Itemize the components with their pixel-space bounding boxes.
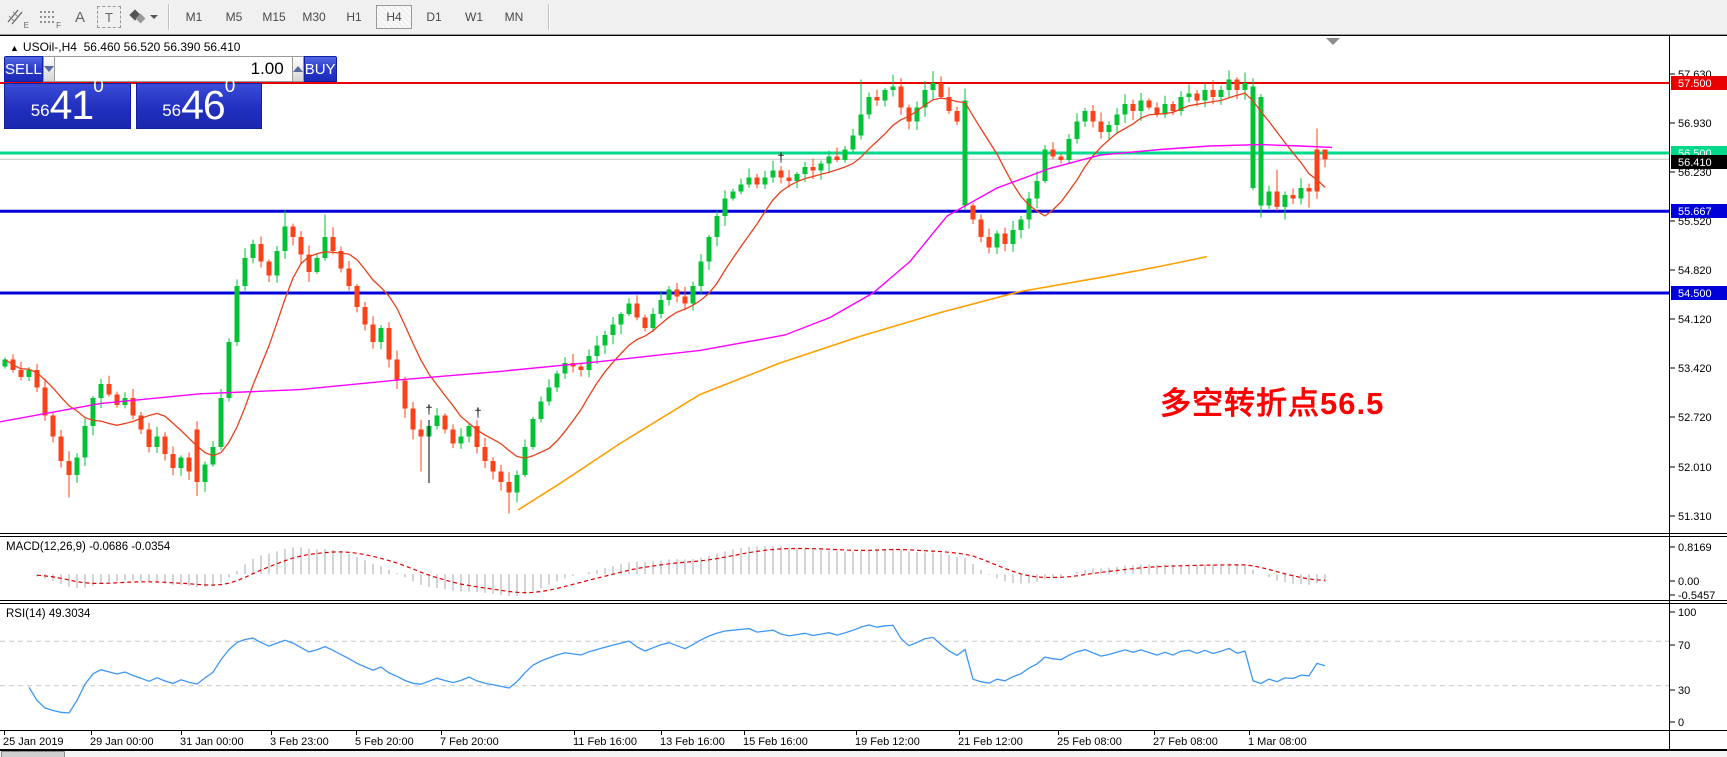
time-axis-label: 21 Feb 12:00 xyxy=(958,736,1023,748)
price-tick-label: 53.420 xyxy=(1678,363,1712,375)
volume-increase-button[interactable] xyxy=(291,56,304,82)
price-tick-label: 56.930 xyxy=(1678,118,1712,130)
tool-sub-label: F xyxy=(56,21,61,30)
volume-input[interactable] xyxy=(54,56,292,82)
time-axis-label: 25 Feb 08:00 xyxy=(1057,736,1122,748)
tool-sub-label: E xyxy=(23,21,29,30)
chart-text-annotation[interactable]: 多空转折点56.5 xyxy=(1160,386,1385,421)
text-box-icon[interactable]: T xyxy=(97,6,121,28)
collapse-triangle-icon[interactable]: ▲ xyxy=(10,43,19,53)
moving-averages xyxy=(0,92,1333,511)
time-axis-label: 7 Feb 20:00 xyxy=(440,736,499,748)
sell-price-main: 41 xyxy=(49,82,95,128)
time-axis-label: 15 Feb 16:00 xyxy=(743,736,808,748)
time-axis-label: 29 Jan 00:00 xyxy=(90,736,154,748)
time-axis-label: 3 Feb 23:00 xyxy=(270,736,329,748)
time-axis-label: 1 Mar 08:00 xyxy=(1248,736,1307,748)
price-tick-label: 52.010 xyxy=(1678,462,1712,474)
panel-borders xyxy=(0,35,1727,750)
chevron-down-icon xyxy=(43,66,54,72)
macd-panel xyxy=(36,546,1326,596)
candlestick-series xyxy=(2,70,1328,514)
timeframe-button-m15[interactable]: M15 xyxy=(262,10,286,24)
indicator-labels: MACD(12,26,9) -0.0686 -0.0354 RSI(14) 49.… xyxy=(6,541,171,620)
time-axis-label: 13 Feb 16:00 xyxy=(660,736,725,748)
price-tick-label: 52.720 xyxy=(1678,412,1712,424)
timeframe-button-mn[interactable]: MN xyxy=(504,10,524,24)
volume-decrease-button[interactable] xyxy=(42,56,55,82)
price-tick-label: 55.520 xyxy=(1678,216,1712,228)
timeframe-button-m30[interactable]: M30 xyxy=(302,10,326,24)
timeframe-button-h4[interactable]: H4 xyxy=(376,5,412,29)
rsi-panel xyxy=(0,624,1669,714)
svg-text:56.410: 56.410 xyxy=(1678,157,1712,169)
sell-price-pip: 0 xyxy=(93,76,104,97)
macd-axis-label: 0.8169 xyxy=(1678,542,1712,554)
buy-price-button[interactable]: 56 46 0 xyxy=(135,76,262,129)
timeframe-button-w1[interactable]: W1 xyxy=(465,10,483,24)
sell-price-prefix: 56 xyxy=(30,101,50,120)
price-tick-label: 51.310 xyxy=(1678,511,1712,523)
toolbar-separator xyxy=(168,4,170,30)
dagger-marker[interactable]: † xyxy=(777,150,784,165)
time-axis-label: 25 Jan 2019 xyxy=(3,736,64,748)
price-tick-label: 54.820 xyxy=(1678,265,1712,277)
time-axis-label: 31 Jan 00:00 xyxy=(180,736,244,748)
buy-price-prefix: 56 xyxy=(162,101,182,120)
top-toolbar: E F A T M1 M5 M15 M30 H1 H4 D1 W1 MN xyxy=(0,0,1727,35)
price-tick-label: 56.230 xyxy=(1678,167,1712,179)
shapes-dropdown-icon[interactable] xyxy=(123,4,163,30)
horizontal-scrollbar[interactable] xyxy=(0,750,1727,757)
dagger-marker[interactable]: † xyxy=(425,402,432,417)
sell-button[interactable]: SELL xyxy=(4,56,43,82)
symbol-ohlc-values: 56.460 56.520 56.390 56.410 xyxy=(83,40,241,54)
svg-text:54.500: 54.500 xyxy=(1678,288,1712,300)
indicator-axes: 0.8169 0.00 -0.5457 100 70 30 0 xyxy=(1669,542,1715,729)
buy-price-main: 46 xyxy=(181,82,226,128)
dagger-marker[interactable]: † xyxy=(474,405,481,420)
chart-shift-triangle-icon[interactable] xyxy=(1326,38,1340,45)
fibonacci-icon[interactable]: F xyxy=(33,4,63,30)
rsi-axis-label: 30 xyxy=(1678,685,1690,697)
macd-axis-label: -0.5457 xyxy=(1678,590,1715,602)
sell-price-button[interactable]: 56 41 0 xyxy=(4,76,131,129)
macd-label: MACD(12,26,9) -0.0686 -0.0354 xyxy=(6,541,171,553)
timeframe-button-m1[interactable]: M1 xyxy=(185,10,203,24)
timeframe-button-m5[interactable]: M5 xyxy=(225,10,243,24)
price-tick-label: 54.120 xyxy=(1678,314,1712,326)
timeframe-button-d1[interactable]: D1 xyxy=(426,10,442,24)
svg-text:57.500: 57.500 xyxy=(1678,78,1712,90)
time-axis-label: 11 Feb 16:00 xyxy=(573,736,637,748)
svg-text:55.667: 55.667 xyxy=(1678,206,1712,218)
price-badge-54.500 xyxy=(1671,286,1727,300)
symbol-name: USOil-,H4 xyxy=(22,40,77,54)
macd-axis-label: 0.00 xyxy=(1678,576,1699,588)
time-axis-label: 19 Feb 12:00 xyxy=(855,736,920,748)
toolbar-separator xyxy=(548,4,550,30)
price-badge-55.667 xyxy=(1671,204,1727,218)
text-label-icon[interactable]: A xyxy=(74,8,85,26)
price-badge-57.500 xyxy=(1671,76,1727,90)
buy-price-pip: 0 xyxy=(224,76,236,97)
price-axis: 57.63056.93056.23055.52054.82054.12053.4… xyxy=(1669,69,1727,523)
rsi-axis-label: 70 xyxy=(1678,640,1690,652)
scrollbar-thumb[interactable] xyxy=(1,751,65,757)
time-axis-label: 27 Feb 08:00 xyxy=(1153,736,1218,748)
buy-button[interactable]: BUY xyxy=(303,56,337,82)
time-axis: 25 Jan 2019 29 Jan 00:00 31 Jan 00:00 3 Feb… xyxy=(3,730,1307,748)
chart-markers: † † † xyxy=(425,38,1340,483)
chevron-up-icon xyxy=(292,66,303,72)
rsi-axis-label: 100 xyxy=(1678,607,1696,619)
draw-channel-icon[interactable]: E xyxy=(1,4,31,30)
rsi-label: RSI(14) 49.3034 xyxy=(6,608,91,620)
rsi-axis-label: 0 xyxy=(1678,717,1684,729)
price-badge-56.410 xyxy=(1671,155,1727,169)
symbol-header: ▲ USOil-,H4 56.460 56.520 56.390 56.410 xyxy=(10,40,240,54)
timeframe-button-h1[interactable]: H1 xyxy=(346,10,362,24)
time-axis-label: 5 Feb 20:00 xyxy=(355,736,414,748)
